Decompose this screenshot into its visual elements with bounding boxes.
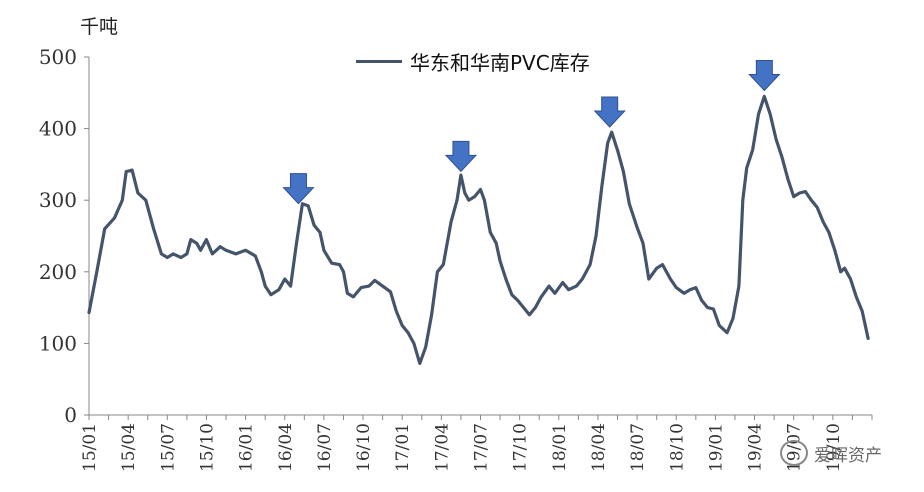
annotation-arrows	[282, 60, 781, 205]
y-tick-label: 0	[64, 403, 77, 427]
down-arrow-icon	[444, 140, 478, 173]
x-tick-label: 15/10	[197, 423, 217, 472]
x-tick-label: 16/01	[237, 423, 257, 472]
x-tick-label: 15/01	[80, 423, 100, 472]
x-tick-label: 15/04	[119, 423, 139, 472]
chart-axes	[84, 56, 873, 420]
x-tick-label: 19/10	[824, 423, 844, 472]
x-tick-label: 17/10	[511, 423, 531, 472]
down-arrow-icon	[593, 96, 626, 128]
x-tick-label: 18/07	[628, 423, 648, 472]
y-axis-labels: 0 100 200 300 400 500	[39, 45, 77, 427]
x-tick-label: 18/10	[667, 423, 687, 472]
series-line	[87, 94, 870, 365]
x-tick-label: 17/04	[432, 423, 452, 472]
x-tick-label: 18/04	[589, 423, 609, 472]
x-tick-label: 16/04	[276, 423, 296, 472]
down-arrow-icon	[282, 173, 315, 205]
y-tick-label: 400	[39, 117, 77, 141]
x-tick-label: 17/01	[393, 423, 413, 472]
y-axis-unit-label: 千吨	[80, 16, 119, 38]
wechat-icon	[780, 440, 808, 466]
watermark-text: 爱晖资产	[814, 445, 882, 466]
y-tick-label: 500	[39, 45, 77, 69]
legend-label: 华东和华南PVC库存	[410, 50, 590, 75]
x-tick-label: 16/07	[315, 423, 335, 472]
down-arrow-icon	[748, 60, 781, 92]
x-tick-label: 19/01	[706, 423, 726, 472]
x-tick-label: 17/07	[472, 423, 492, 472]
y-tick-label: 100	[39, 331, 77, 355]
legend-swatch	[356, 59, 402, 63]
legend: 华东和华南PVC库存	[356, 48, 590, 75]
x-tick-label: 18/01	[550, 423, 570, 472]
x-tick-label: 15/07	[158, 423, 178, 472]
y-tick-label: 200	[39, 260, 77, 284]
y-tick-label: 300	[39, 188, 77, 212]
watermark: 爱晖资产	[780, 440, 882, 466]
series-layer	[87, 94, 870, 365]
x-tick-label: 19/04	[746, 423, 766, 472]
x-axis-labels: 15/01 15/04 15/07 15/10 16/01 16/04 16/07 16/10…	[80, 423, 844, 472]
x-tick-label: 16/10	[354, 423, 374, 472]
